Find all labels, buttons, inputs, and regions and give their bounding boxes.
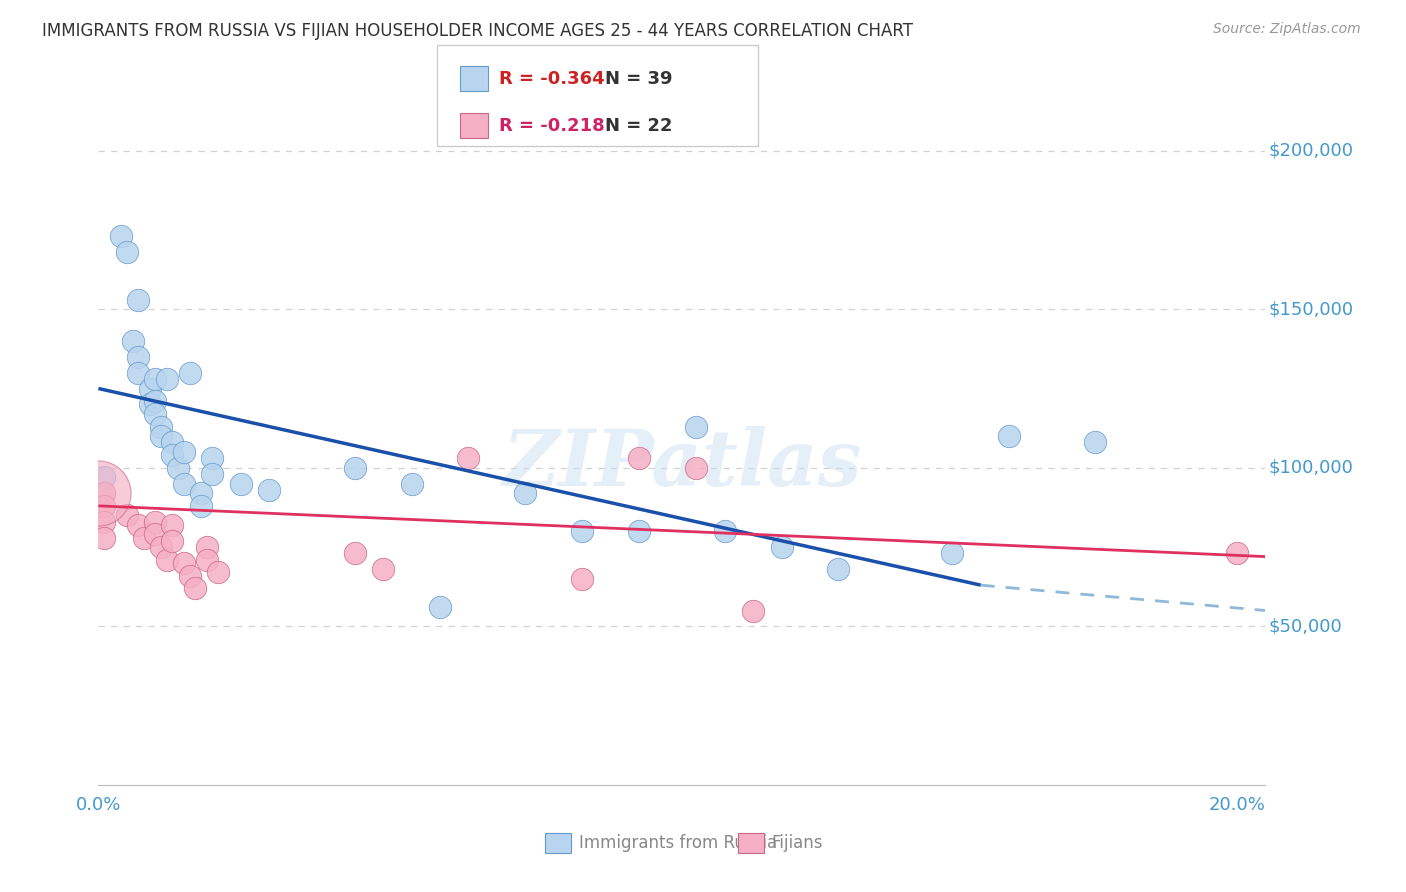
Point [93,486,115,500]
Point [150,419,173,434]
Point [127,517,149,532]
Point [515,486,537,500]
Point [93,499,115,513]
Point [343,460,366,475]
Point [371,562,394,576]
Point [156,553,179,567]
Point [628,524,651,539]
FancyBboxPatch shape [738,833,763,854]
Text: R = -0.364: R = -0.364 [499,70,605,88]
Point [87,486,110,500]
Text: Source: ZipAtlas.com: Source: ZipAtlas.com [1213,22,1361,37]
Point [93,515,115,529]
Text: $50,000: $50,000 [1268,617,1343,635]
Point [138,397,160,411]
Point [127,366,149,380]
Text: $100,000: $100,000 [1268,458,1354,477]
Point [150,429,173,443]
Point [941,546,963,560]
Point [201,467,224,482]
Text: N = 22: N = 22 [605,117,672,135]
Text: ZIPatlas: ZIPatlas [502,425,862,502]
Point [742,603,765,617]
Point [121,334,143,348]
Point [162,517,184,532]
Text: Immigrants from Russia: Immigrants from Russia [579,835,778,853]
Point [143,394,166,409]
Point [162,435,184,450]
Point [257,483,280,497]
Point [162,533,184,548]
Text: $150,000: $150,000 [1268,301,1354,318]
Text: R = -0.218: R = -0.218 [499,117,605,135]
Point [156,372,179,386]
Point [201,451,224,466]
Point [1084,435,1107,450]
Point [143,372,166,386]
Point [1226,546,1249,560]
Point [110,229,132,244]
Point [195,540,218,554]
Point [429,600,451,615]
Point [571,524,593,539]
Point [179,568,201,582]
Point [143,407,166,421]
Point [115,508,138,523]
Point [628,451,651,466]
Point [401,476,423,491]
Point [184,582,207,596]
Point [115,245,138,260]
Point [138,382,160,396]
Point [190,486,212,500]
Point [685,419,707,434]
Point [127,293,149,307]
FancyBboxPatch shape [546,833,571,854]
Text: N = 39: N = 39 [605,70,672,88]
Point [827,562,849,576]
Point [195,553,218,567]
Point [143,527,166,541]
Point [770,540,793,554]
Point [167,460,190,475]
Point [229,476,252,491]
Point [713,524,735,539]
Text: $200,000: $200,000 [1268,142,1354,160]
Point [93,531,115,545]
Point [150,540,173,554]
Point [93,470,115,484]
Point [173,476,195,491]
Point [998,429,1021,443]
Point [179,366,201,380]
Point [207,566,229,580]
Point [162,448,184,462]
Point [173,556,195,570]
Point [173,445,195,459]
Text: Fijians: Fijians [772,835,824,853]
Point [685,460,707,475]
Text: IMMIGRANTS FROM RUSSIA VS FIJIAN HOUSEHOLDER INCOME AGES 25 - 44 YEARS CORRELATI: IMMIGRANTS FROM RUSSIA VS FIJIAN HOUSEHO… [42,22,912,40]
Point [127,350,149,364]
Point [343,546,366,560]
Point [143,515,166,529]
Point [571,572,593,586]
Point [132,531,155,545]
Point [457,451,479,466]
Point [190,499,212,513]
